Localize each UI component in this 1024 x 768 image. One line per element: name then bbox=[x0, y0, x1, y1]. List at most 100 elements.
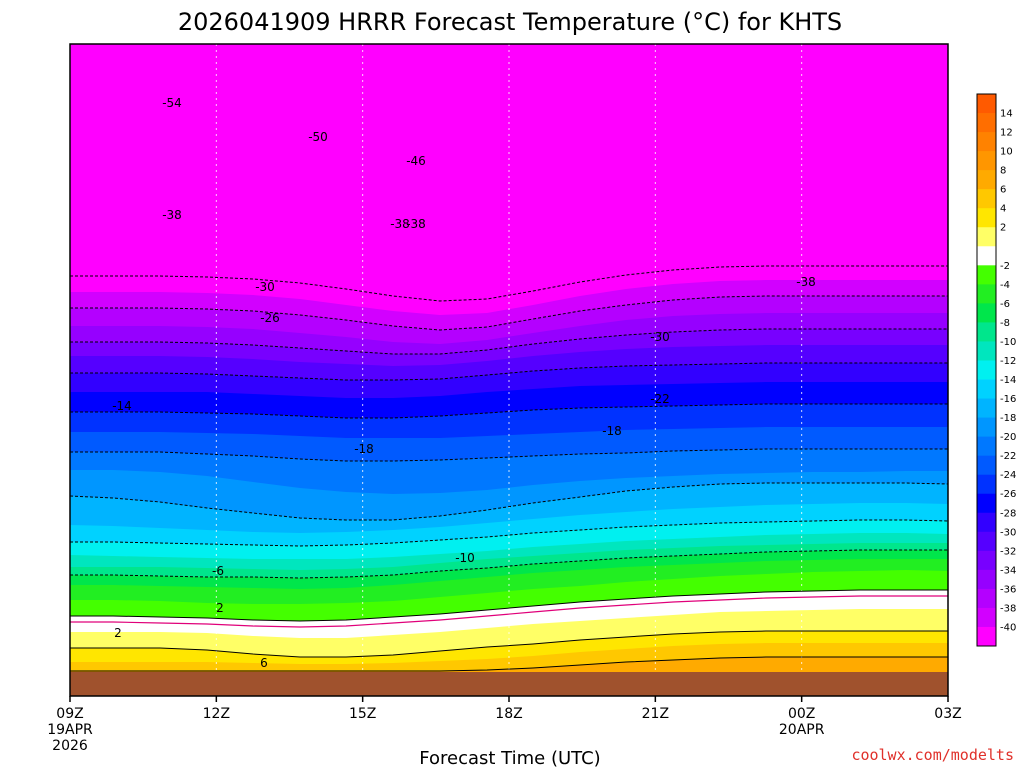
colorbar-label: -12 bbox=[1000, 356, 1016, 367]
colorbar-swatch bbox=[977, 360, 996, 381]
colorbar-label: 14 bbox=[1000, 109, 1013, 120]
colorbar-swatch bbox=[977, 94, 996, 114]
colorbar-swatch bbox=[977, 151, 996, 171]
colorbar-swatch bbox=[977, 246, 996, 266]
isotherm-contours bbox=[70, 265, 948, 677]
colorbar-swatch bbox=[977, 284, 996, 304]
colorbar-label: -34 bbox=[1000, 565, 1016, 576]
colorbar-swatch bbox=[977, 208, 996, 228]
x-tick-sublabel: 20APR bbox=[779, 722, 825, 738]
isotherm-line bbox=[70, 549, 948, 579]
colorbar-swatch bbox=[977, 113, 996, 133]
contour-label: -26 bbox=[260, 311, 280, 325]
colorbar-label: 6 bbox=[1000, 185, 1006, 196]
colorbar-label: -18 bbox=[1000, 413, 1016, 424]
colorbar-swatch bbox=[977, 303, 996, 323]
colorbar-swatch bbox=[977, 569, 996, 590]
isotherm-line bbox=[70, 403, 948, 419]
colorbar-label: 4 bbox=[1000, 204, 1006, 215]
colorbar-swatch bbox=[977, 398, 996, 419]
colorbar-frame bbox=[976, 93, 997, 647]
colorbar-label: -38 bbox=[1000, 603, 1016, 614]
contour-label: -38 bbox=[162, 208, 182, 222]
isotherm-line bbox=[70, 589, 948, 622]
colorbar-swatch bbox=[977, 550, 996, 571]
contour-label: -38 bbox=[796, 275, 816, 289]
isotherm-line bbox=[70, 362, 948, 381]
credit-text: coolwx.com/modelts bbox=[851, 746, 1014, 764]
colorbar-label: -16 bbox=[1000, 394, 1016, 405]
colorbar-swatch bbox=[977, 322, 996, 342]
x-tick-sublabel: 2026 bbox=[52, 738, 88, 754]
x-axis-label: Forecast Time (UTC) bbox=[419, 748, 600, 768]
x-tick-label: 00Z bbox=[788, 706, 815, 722]
x-tick-label: 21Z bbox=[642, 706, 669, 722]
x-tick-sublabel: 19APR bbox=[47, 722, 93, 738]
colorbar-label: -32 bbox=[1000, 546, 1016, 557]
colorbar-label: 12 bbox=[1000, 128, 1013, 139]
colorbar-label: 2 bbox=[1000, 223, 1006, 234]
x-tick-label: 18Z bbox=[495, 706, 522, 722]
freezing-line bbox=[70, 595, 948, 628]
isotherm-line bbox=[70, 482, 948, 521]
colorbar-swatch bbox=[977, 531, 996, 552]
isotherm-line bbox=[70, 295, 948, 331]
colorbar-swatch bbox=[977, 626, 996, 647]
colorbar-label: -4 bbox=[1000, 280, 1010, 291]
colorbar-swatch bbox=[977, 189, 996, 209]
chart-title: 2026041909 HRRR Forecast Temperature (°C… bbox=[178, 8, 842, 36]
contour-label: 2 bbox=[114, 626, 122, 640]
colorbar-swatch bbox=[977, 132, 996, 152]
colorbar-label: -22 bbox=[1000, 451, 1016, 462]
colorbar-label: 10 bbox=[1000, 147, 1013, 158]
vertical-gridlines bbox=[70, 44, 948, 696]
temperature-bands bbox=[70, 44, 948, 696]
isotherm-line bbox=[70, 328, 948, 355]
contour-label: -14 bbox=[112, 399, 132, 413]
colorbar-swatch bbox=[977, 417, 996, 438]
colorbar-swatch bbox=[977, 588, 996, 609]
x-tick-label: 12Z bbox=[203, 706, 230, 722]
contour-label: 2 bbox=[216, 601, 224, 615]
colorbar-label: 8 bbox=[1000, 166, 1006, 177]
colorbar-label: -2 bbox=[1000, 261, 1010, 272]
colorbar-swatch bbox=[977, 227, 996, 247]
colorbar-label: -28 bbox=[1000, 508, 1016, 519]
contour-label: -30 bbox=[255, 280, 275, 294]
x-tick-label: 15Z bbox=[349, 706, 376, 722]
colorbar-swatch bbox=[977, 170, 996, 190]
colorbar-label: -10 bbox=[1000, 337, 1016, 348]
colorbar-label: -26 bbox=[1000, 489, 1016, 500]
colorbar-swatch bbox=[977, 341, 996, 361]
colorbar: 14 12 10 8 6 4 2 -2 -4 -6 -8 -10 -12 -14 -16 -18 -20 -22 -… bbox=[976, 93, 1016, 647]
isotherm-line bbox=[70, 630, 948, 658]
isotherm-line bbox=[70, 265, 948, 302]
x-tick-label: 09Z bbox=[56, 706, 83, 722]
colorbar-label: -20 bbox=[1000, 432, 1016, 443]
contour-label: -6 bbox=[212, 564, 224, 578]
contour-label: -38 bbox=[406, 217, 426, 231]
colorbar-swatch bbox=[977, 455, 996, 476]
contour-label: -46 bbox=[406, 154, 426, 168]
ground-layer bbox=[70, 672, 948, 696]
isotherm-line bbox=[70, 448, 948, 462]
contour-labels: -54-50-46-38-38-38-38-30-30-26-22-18-18-… bbox=[112, 96, 816, 670]
isotherm-line bbox=[70, 519, 948, 547]
contour-label: -18 bbox=[354, 442, 374, 456]
contour-label: -22 bbox=[650, 392, 670, 406]
colorbar-swatch bbox=[977, 436, 996, 457]
colorbar-label: -14 bbox=[1000, 375, 1016, 386]
contour-label: -38 bbox=[390, 217, 410, 231]
colorbar-label: -36 bbox=[1000, 584, 1016, 595]
colorbar-label: -8 bbox=[1000, 318, 1010, 329]
contour-label: -54 bbox=[162, 96, 182, 110]
contour-label: -50 bbox=[308, 130, 328, 144]
contour-label: 6 bbox=[260, 656, 268, 670]
colorbar-label: -6 bbox=[1000, 299, 1010, 310]
colorbar-swatch bbox=[977, 474, 996, 495]
colorbar-swatch bbox=[977, 379, 996, 400]
isotherm-line bbox=[70, 656, 948, 672]
colorbar-swatch bbox=[977, 607, 996, 628]
